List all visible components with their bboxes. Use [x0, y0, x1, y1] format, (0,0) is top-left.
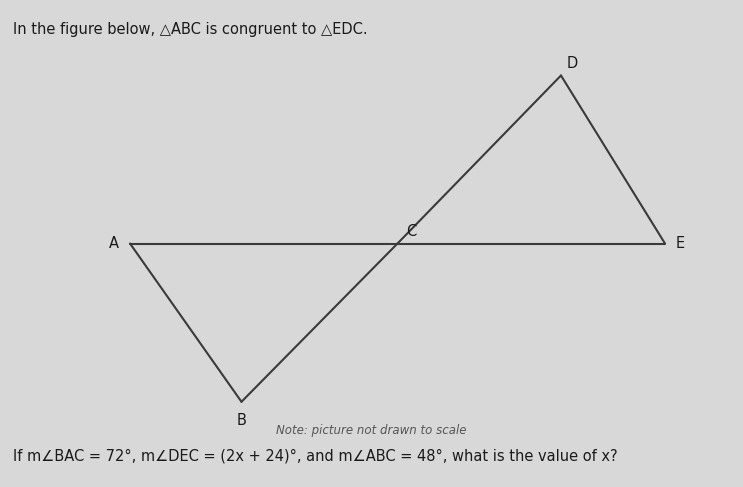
Text: D: D [566, 56, 578, 71]
Text: E: E [675, 236, 684, 251]
Text: C: C [406, 224, 416, 239]
Text: B: B [236, 413, 247, 428]
Text: In the figure below, △ABC is congruent to △EDC.: In the figure below, △ABC is congruent t… [13, 22, 368, 37]
Text: If m∠BAC = 72°, m∠DEC = (2x + 24)°, and m∠ABC = 48°, what is the value of x?: If m∠BAC = 72°, m∠DEC = (2x + 24)°, and … [13, 449, 618, 464]
Text: A: A [108, 236, 119, 251]
Text: Note: picture not drawn to scale: Note: picture not drawn to scale [276, 425, 467, 437]
